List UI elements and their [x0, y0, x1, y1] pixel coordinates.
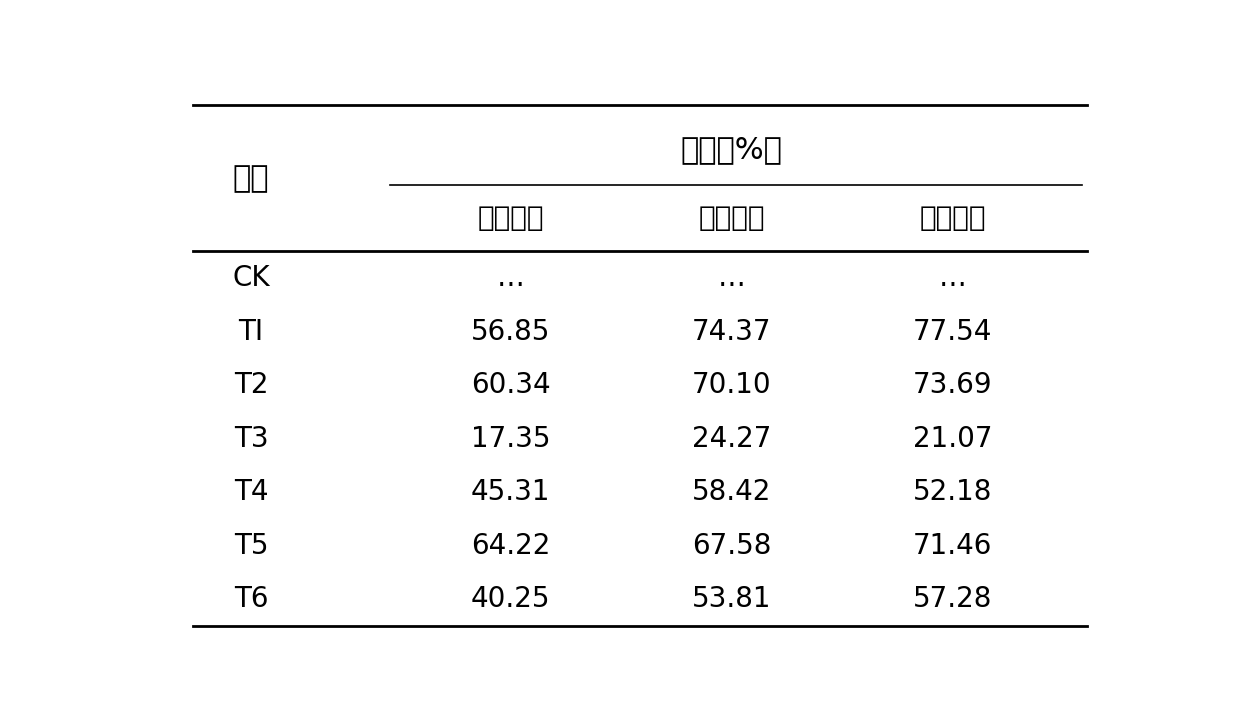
- Text: TI: TI: [238, 318, 264, 346]
- Text: 生长中期: 生长中期: [698, 204, 765, 232]
- Text: …: …: [718, 264, 745, 292]
- Text: 56.85: 56.85: [471, 318, 551, 346]
- Text: 45.31: 45.31: [471, 478, 551, 506]
- Text: 40.25: 40.25: [471, 586, 551, 614]
- Text: 74.37: 74.37: [692, 318, 771, 346]
- Text: 57.28: 57.28: [913, 586, 992, 614]
- Text: 21.07: 21.07: [913, 425, 992, 453]
- Text: T5: T5: [234, 532, 268, 560]
- Text: 64.22: 64.22: [471, 532, 551, 560]
- Text: 60.34: 60.34: [471, 371, 551, 400]
- Text: T6: T6: [234, 586, 268, 614]
- Text: …: …: [497, 264, 525, 292]
- Text: T4: T4: [234, 478, 268, 506]
- Text: CK: CK: [232, 264, 270, 292]
- Text: 防效（%）: 防效（%）: [681, 135, 782, 164]
- Text: 52.18: 52.18: [913, 478, 992, 506]
- Text: 24.27: 24.27: [692, 425, 771, 453]
- Text: 71.46: 71.46: [913, 532, 992, 560]
- Text: 17.35: 17.35: [471, 425, 551, 453]
- Text: 77.54: 77.54: [913, 318, 992, 346]
- Text: T2: T2: [234, 371, 268, 400]
- Text: 73.69: 73.69: [913, 371, 992, 400]
- Text: 58.42: 58.42: [692, 478, 771, 506]
- Text: 70.10: 70.10: [692, 371, 771, 400]
- Text: 处理: 处理: [233, 164, 269, 193]
- Text: 53.81: 53.81: [692, 586, 771, 614]
- Text: …: …: [939, 264, 966, 292]
- Text: T3: T3: [234, 425, 268, 453]
- Text: 生长后期: 生长后期: [919, 204, 986, 232]
- Text: 67.58: 67.58: [692, 532, 771, 560]
- Text: 生长前期: 生长前期: [477, 204, 544, 232]
